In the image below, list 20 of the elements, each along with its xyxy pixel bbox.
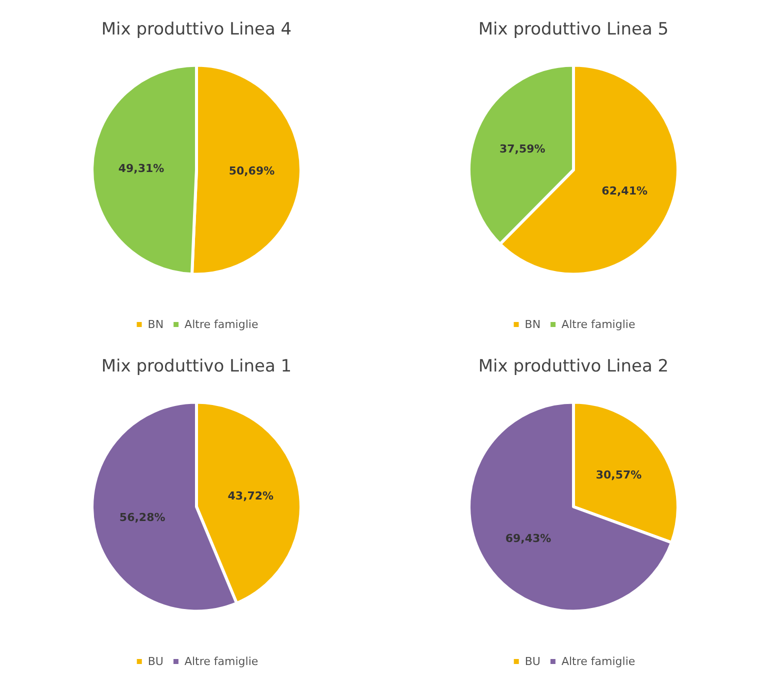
legend-label: Altre famiglie — [184, 655, 258, 668]
data-label: 49,31% — [118, 162, 164, 176]
data-label: 43,72% — [228, 489, 274, 502]
legend-label: BU — [524, 655, 540, 668]
chart-title: Mix produttivo Linea 1 — [101, 356, 292, 376]
chart-title: Mix produttivo Linea 4 — [101, 20, 292, 40]
data-label: 37,59% — [499, 142, 546, 156]
legend-label: Altre famiglie — [561, 655, 636, 668]
chart-title: Mix produttivo Linea 5 — [478, 20, 669, 40]
legend-label: Altre famiglie — [184, 318, 258, 331]
data-label: 50,69% — [228, 164, 275, 178]
legend-label: Altre famiglie — [562, 318, 636, 331]
legend-label: BU — [148, 655, 164, 668]
data-label: 30,57% — [596, 468, 642, 482]
chart-title: Mix produttivo Linea 2 — [478, 356, 669, 376]
legend-label: BN — [148, 318, 164, 331]
legend-label: BN — [524, 318, 541, 331]
data-label: 62,41% — [602, 184, 648, 198]
data-label: 56,28% — [119, 511, 166, 524]
data-label: 69,43% — [505, 532, 552, 545]
